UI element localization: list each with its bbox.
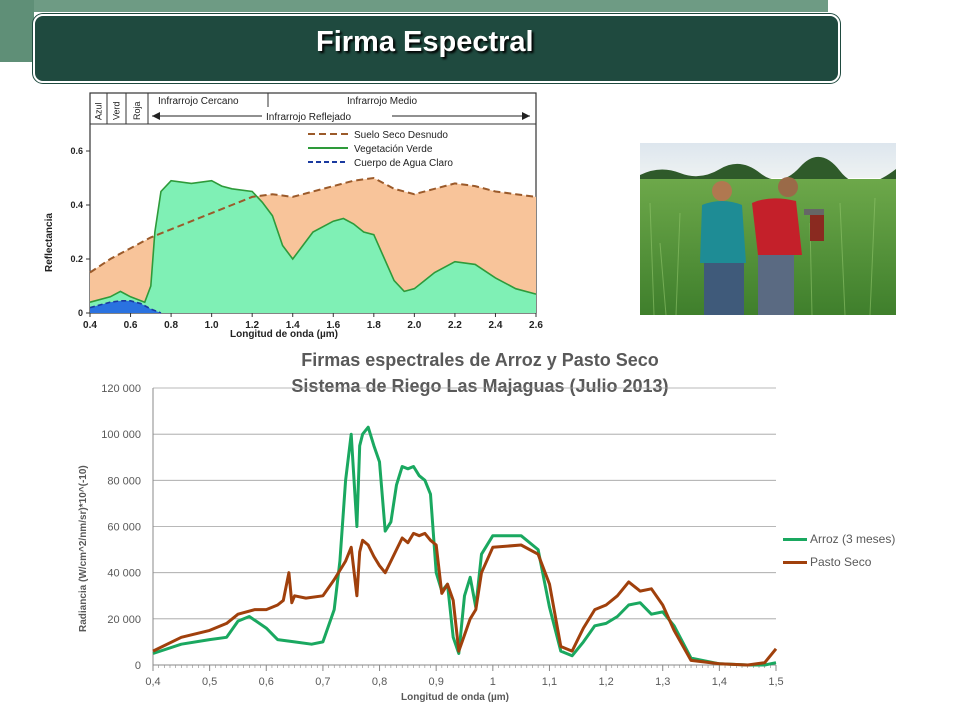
bottom-x-tick-label: 0,9 [429, 676, 444, 688]
title-bar [33, 14, 840, 83]
top-x-tick-label: 0.6 [124, 320, 138, 331]
top-y-tick-label: 0.4 [70, 200, 83, 210]
bottom-x-tick-label: 1,1 [542, 676, 557, 688]
bottom-x-tick-label: 0,6 [259, 676, 274, 688]
bottom-y-tick-label: 40 000 [107, 568, 141, 580]
top-y-tick-label: 0.2 [70, 254, 83, 264]
slide-title: Firma Espectral [316, 26, 534, 58]
soil-line [89, 176, 537, 274]
vegetation-line [89, 179, 537, 304]
legend-label-arroz: Arroz (3 meses) [810, 532, 896, 546]
series-line-arroz [152, 425, 777, 667]
series-line-pasto [152, 531, 778, 667]
bottom-x-tick-label: 0,4 [145, 676, 160, 688]
bottom-y-tick-label: 60 000 [107, 522, 141, 534]
top-legend-label: Cuerpo de Agua Claro [354, 158, 453, 169]
band-label: Azul [94, 102, 104, 120]
top-x-tick-label: 1.8 [367, 320, 381, 331]
reflected-ir-label: Infrarrojo Reflejado [266, 112, 351, 123]
top-x-tick-label: 0.8 [164, 320, 178, 331]
top-x-tick-label: 1.4 [286, 320, 300, 331]
bottom-xlabel: Longitud de onda (µm) [401, 692, 509, 703]
bottom-x-tick-label: 1,5 [768, 676, 783, 688]
top-x-tick-label: 0.4 [83, 320, 97, 331]
bottom-y-tick-label: 120 000 [101, 383, 141, 395]
bottom-x-tick-label: 1,3 [655, 676, 670, 688]
bottom-y-tick-label: 80 000 [107, 475, 141, 487]
top-ylabel: Reflectancia [44, 213, 55, 272]
bottom-x-tick-label: 1,4 [712, 676, 727, 688]
top-x-tick-label: 2.2 [448, 320, 462, 331]
vegetation-area [90, 180, 536, 313]
bottom-x-tick-label: 0,8 [372, 676, 387, 688]
legend-swatch-pasto [783, 561, 807, 564]
bottom-y-tick-label: 0 [135, 660, 141, 672]
top-x-tick-label: 2.4 [489, 320, 503, 331]
left-accent-block [0, 0, 34, 62]
radiance-chart: 0 20 000 40 000 60 000 80 000 100 000 120 000 0… [78, 383, 784, 703]
bottom-x-tick-label: 0,5 [202, 676, 217, 688]
water-line [89, 300, 162, 314]
top-y-tick-label: 0.6 [70, 146, 83, 156]
bottom-y-tick-label: 20 000 [107, 614, 141, 626]
top-xlabel: Longitud de onda (µm) [230, 329, 338, 340]
near-ir-label: Infrarrojo Cercano [158, 96, 239, 107]
top-x-tick-label: 1.0 [205, 320, 219, 331]
band-label: Verd [112, 101, 122, 120]
top-x-tick-label: 1.2 [245, 320, 259, 331]
top-legend-label: Vegetación Verde [354, 144, 433, 155]
bottom-chart-title-2: Sistema de Riego Las Majaguas (Julio 201… [291, 376, 669, 396]
top-x-tick-label: 2.6 [529, 320, 543, 331]
reflected-label-bg [262, 110, 392, 122]
bottom-y-tick-label: 100 000 [101, 429, 141, 441]
bottom-ylabel: Radiancia (W/cm^2/nm/sr)*10^(-10) [78, 465, 89, 632]
legend-swatch-arroz [783, 538, 807, 541]
water-area [90, 300, 161, 313]
legend-label-pasto: Pasto Seco [810, 555, 872, 569]
top-y-tick-label: 0 [78, 308, 83, 318]
top-x-tick-label: 2.0 [407, 320, 421, 331]
reflectance-chart: Azul Verd Roja Infrarrojo Cercano Infrarrojo… [44, 92, 543, 340]
top-accent-band [0, 0, 828, 12]
bottom-x-tick-label: 1 [490, 676, 496, 688]
top-legend-label: Suelo Seco Desnudo [354, 130, 448, 141]
bottom-x-tick-label: 1,2 [598, 676, 613, 688]
field-photo [640, 143, 896, 315]
top-x-tick-label: 1.6 [326, 320, 340, 331]
band-label: Roja [132, 101, 142, 120]
arrow-right-head [522, 112, 530, 120]
bottom-x-tick-label: 0,7 [315, 676, 330, 688]
arrow-left-head [152, 112, 160, 120]
mid-ir-label: Infrarrojo Medio [347, 96, 417, 107]
bottom-chart-title-1: Firmas espectrales de Arroz y Pasto Seco [301, 350, 659, 370]
